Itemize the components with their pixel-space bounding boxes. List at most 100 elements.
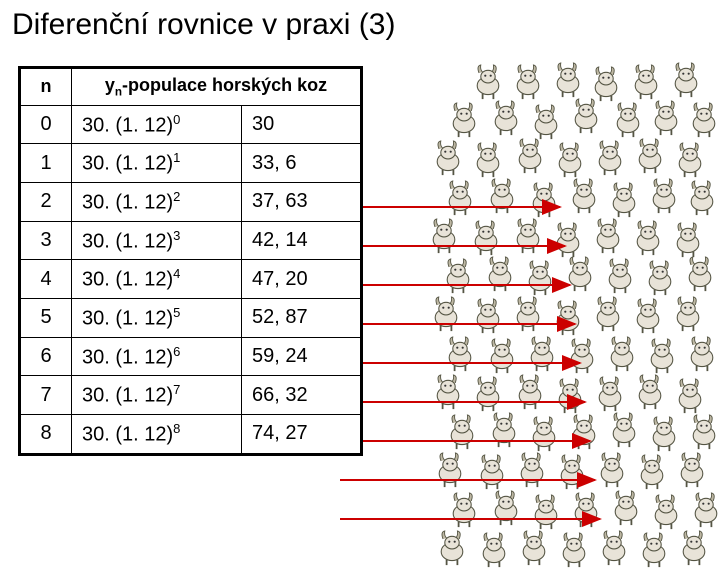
- goat-icon: [672, 378, 708, 414]
- cell-formula: 30. (1. 12)7: [72, 376, 242, 415]
- goat-icon: [486, 412, 522, 448]
- goat-icon: [632, 138, 668, 174]
- goat-icon: [564, 338, 600, 374]
- goat-icon: [674, 452, 710, 488]
- goat-icon: [592, 140, 628, 176]
- goat-icon: [636, 532, 672, 568]
- goat-icon: [648, 494, 684, 530]
- goat-icon: [474, 454, 510, 490]
- goat-icon: [442, 336, 478, 372]
- cell-value: 47, 20: [242, 260, 362, 299]
- table-row: 230. (1. 12)237, 63: [20, 182, 362, 221]
- goat-icon: [594, 452, 630, 488]
- goat-icon: [596, 530, 632, 566]
- header-yn-sub: n: [115, 86, 122, 99]
- goat-icon: [676, 530, 712, 566]
- goat-icon: [444, 414, 480, 450]
- cell-n: 5: [20, 298, 72, 337]
- goat-icon: [468, 220, 504, 256]
- goat-icon: [646, 178, 682, 214]
- goat-icon: [522, 260, 558, 296]
- cell-value: 59, 24: [242, 337, 362, 376]
- cell-formula: 30. (1. 12)6: [72, 337, 242, 376]
- goat-icon: [470, 64, 506, 100]
- goat-icon: [592, 376, 628, 412]
- goat-icon: [686, 414, 720, 450]
- goat-icon: [514, 452, 550, 488]
- table-row: 830. (1. 12)874, 27: [20, 414, 362, 454]
- goat-icon: [568, 492, 604, 528]
- goat-icon: [628, 64, 664, 100]
- goat-icon: [644, 338, 680, 374]
- goat-icon: [684, 336, 720, 372]
- goat-icon: [672, 142, 708, 178]
- goat-icon: [526, 416, 562, 452]
- table-row: 730. (1. 12)766, 32: [20, 376, 362, 415]
- goat-icon: [470, 142, 506, 178]
- cell-formula: 30. (1. 12)0: [72, 105, 242, 144]
- cell-formula: 30. (1. 12)1: [72, 144, 242, 183]
- goat-icon: [630, 298, 666, 334]
- goat-icon: [590, 218, 626, 254]
- cell-value: 33, 6: [242, 144, 362, 183]
- goat-icon: [426, 218, 462, 254]
- goat-icon: [606, 412, 642, 448]
- goat-icon: [552, 378, 588, 414]
- goat-icon: [556, 532, 592, 568]
- cell-value: 42, 14: [242, 221, 362, 260]
- goat-icon: [446, 102, 482, 138]
- goat-icon: [484, 178, 520, 214]
- goat-icon: [604, 336, 640, 372]
- goat-icon: [510, 64, 546, 100]
- header-n: n: [20, 68, 72, 106]
- goat-icon: [602, 258, 638, 294]
- goat-icon: [430, 140, 466, 176]
- cell-formula: 30. (1. 12)5: [72, 298, 242, 337]
- goat-herd: [370, 92, 710, 572]
- goat-icon: [648, 100, 684, 136]
- cell-value: 30: [242, 105, 362, 144]
- header-yn: yn-populace horských koz: [72, 68, 362, 106]
- goat-icon: [684, 180, 720, 216]
- table-header-row: n yn-populace horských koz: [20, 68, 362, 106]
- goat-icon: [608, 490, 644, 526]
- goat-icon: [590, 296, 626, 332]
- table-row: 430. (1. 12)447, 20: [20, 260, 362, 299]
- goat-icon: [562, 256, 598, 292]
- goat-icon: [446, 492, 482, 528]
- goat-icon: [646, 416, 682, 452]
- goat-icon: [488, 100, 524, 136]
- goat-icon: [440, 258, 476, 294]
- table-row: 030. (1. 12)030: [20, 105, 362, 144]
- goat-icon: [442, 180, 478, 216]
- goat-icon: [550, 222, 586, 258]
- goat-icon: [524, 336, 560, 372]
- goat-icon: [488, 490, 524, 526]
- goat-icon: [668, 62, 704, 98]
- cell-formula: 30. (1. 12)3: [72, 221, 242, 260]
- goat-icon: [428, 296, 464, 332]
- goat-icon: [634, 454, 670, 490]
- goat-icon: [434, 530, 470, 566]
- goat-icon: [528, 104, 564, 140]
- cell-value: 66, 32: [242, 376, 362, 415]
- goat-icon: [670, 296, 706, 332]
- goat-icon: [566, 178, 602, 214]
- goat-icon: [430, 374, 466, 410]
- goat-icon: [510, 296, 546, 332]
- table-row: 130. (1. 12)133, 6: [20, 144, 362, 183]
- goat-icon: [526, 182, 562, 218]
- header-yn-suffix: -populace horských koz: [122, 75, 327, 95]
- goat-icon: [470, 376, 506, 412]
- goat-icon: [484, 338, 520, 374]
- goat-icon: [688, 492, 720, 528]
- goat-icon: [550, 300, 586, 336]
- cell-n: 1: [20, 144, 72, 183]
- cell-formula: 30. (1. 12)8: [72, 414, 242, 454]
- cell-n: 7: [20, 376, 72, 415]
- goat-icon: [552, 142, 588, 178]
- goat-icon: [432, 452, 468, 488]
- goat-icon: [550, 62, 586, 98]
- goat-icon: [632, 374, 668, 410]
- table-row: 330. (1. 12)342, 14: [20, 221, 362, 260]
